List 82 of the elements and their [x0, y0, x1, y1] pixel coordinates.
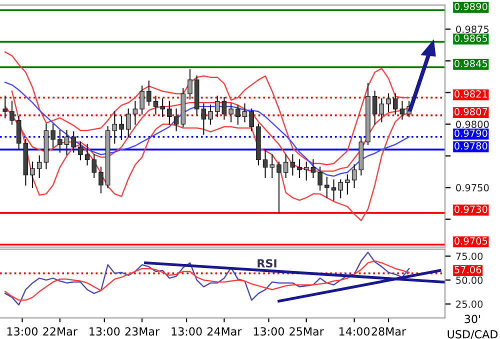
candlestick [400, 100, 405, 120]
candlestick [324, 176, 330, 198]
text: USD/CAD [448, 330, 498, 339]
candlestick [222, 97, 227, 120]
x-tick-label: 22Mar [43, 327, 78, 336]
candlestick [188, 69, 192, 100]
candlestick [290, 154, 296, 176]
y-tick-label: 0.9800 [456, 120, 489, 128]
candlestick [119, 116, 124, 140]
ref-line-label: 0.9705 [454, 237, 488, 245]
candlestick [372, 90, 378, 125]
ref-line-label: 0.9790 [454, 130, 488, 137]
candlestick [36, 155, 42, 178]
candlestick [71, 131, 76, 153]
candlestick [2, 96, 8, 118]
candlestick [92, 154, 97, 178]
y-tick-label: 50.00 [456, 276, 483, 284]
x-tick-label: 13:00 [7, 327, 38, 336]
candlestick [208, 104, 213, 125]
y-tick-label: 0.9750 [456, 184, 489, 192]
candlestick [84, 144, 90, 166]
y-tick-label: 0.9875 [456, 26, 489, 33]
candlestick [214, 96, 220, 118]
candlestick [167, 100, 172, 125]
candlestick [98, 166, 104, 194]
candlestick [201, 103, 206, 135]
ref-line-label: 0.9780 [454, 142, 488, 150]
candlestick [112, 110, 118, 144]
x-tick-label: 24Mar [207, 327, 242, 336]
y-tick-label: 75.00 [456, 252, 483, 260]
candlestick [153, 96, 158, 115]
ref-line-label: 0.9730 [454, 206, 488, 213]
candlestick [228, 103, 234, 122]
candlestick [276, 162, 282, 214]
ref-line-label: 0.9890 [454, 2, 488, 10]
candlestick [345, 174, 350, 194]
candlestick [262, 148, 268, 178]
x-tick-label: 13:00 [90, 327, 120, 336]
x-tick-label: 13:00 [254, 327, 284, 336]
candlestick [50, 124, 56, 148]
ref-line-label: 0.9821 [454, 90, 488, 98]
candlestick [132, 100, 138, 125]
candlestick [146, 80, 152, 106]
candlestick [270, 154, 275, 178]
candlestick [242, 103, 248, 122]
candlestick [249, 108, 254, 132]
candlestick [331, 179, 336, 201]
candlestick [16, 116, 22, 150]
candlestick [283, 154, 288, 178]
x-tick-label: 13:00 [172, 327, 202, 336]
x-tick-label: 28Mar [372, 327, 406, 336]
ref-line-label: 0.9845 [454, 60, 488, 68]
candlestick [386, 93, 391, 112]
candlestick [30, 162, 35, 188]
candlestick [78, 141, 83, 160]
ref-line-label: 0.9807 [454, 108, 488, 116]
candlestick [64, 130, 70, 156]
annotation: RSI [258, 259, 276, 268]
candlestick [338, 179, 343, 198]
candlestick [392, 93, 398, 115]
candlestick [236, 104, 240, 125]
text: 30' [464, 314, 480, 324]
ref-line-label: 57.06 [454, 266, 482, 274]
y-tick-label: 25.00 [456, 300, 483, 308]
candlestick [310, 159, 316, 178]
candlestick [10, 100, 14, 125]
candlestick [58, 130, 62, 153]
line-series [4, 252, 410, 306]
candlestick [318, 166, 322, 191]
candlestick [174, 108, 179, 132]
candlestick [297, 159, 302, 178]
candlestick [140, 86, 144, 115]
candlestick [160, 98, 165, 118]
candlestick [126, 108, 131, 138]
line-series [4, 260, 410, 301]
x-tick-label: 25Mar [290, 327, 324, 336]
candlestick [304, 162, 309, 181]
candlestick [379, 98, 384, 122]
x-tick-label: 14:00 [340, 327, 370, 336]
candlestick [352, 164, 357, 188]
ref-line-label: 0.9865 [454, 34, 488, 42]
x-tick-label: 23Mar [125, 327, 160, 336]
